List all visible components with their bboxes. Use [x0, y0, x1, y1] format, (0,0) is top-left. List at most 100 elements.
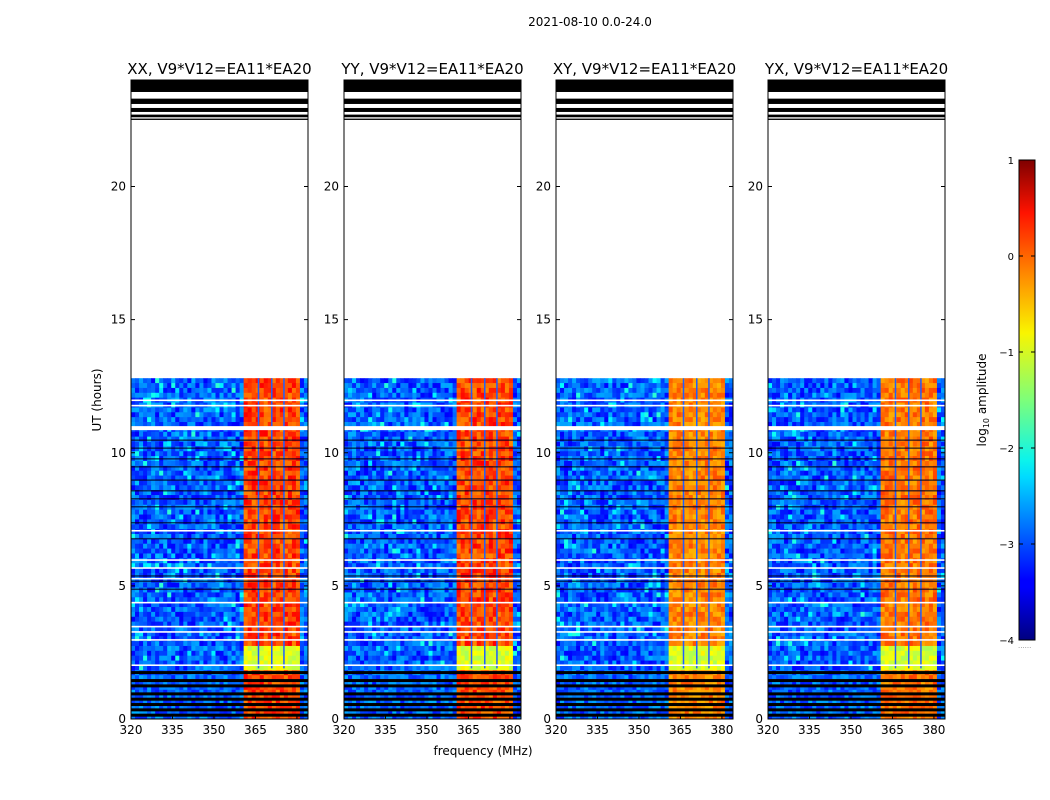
heatmap-cell	[199, 709, 204, 715]
heatmap-cell	[404, 480, 409, 486]
heatmap-cell	[211, 611, 216, 618]
heatmap-cell	[283, 470, 289, 476]
heatmap-cell	[263, 680, 269, 686]
heatmap-cell	[155, 524, 160, 530]
heatmap-cell	[151, 446, 156, 452]
heatmap-cell	[195, 602, 200, 608]
heatmap-cell	[219, 660, 224, 666]
heatmap-cell	[199, 490, 204, 496]
heatmap-cell	[488, 407, 494, 413]
heatmap-cell	[364, 563, 369, 569]
heatmap-cell	[500, 417, 506, 423]
heatmap-cell	[239, 422, 245, 428]
heatmap-cell	[271, 538, 277, 545]
heatmap-cell	[163, 592, 168, 598]
heatmap-cell	[143, 378, 148, 384]
heatmap-cell	[227, 436, 232, 442]
heatmap-cell	[171, 524, 176, 530]
heatmap-cell	[239, 616, 245, 623]
heatmap-cell	[500, 470, 506, 476]
heatmap-cell	[247, 383, 253, 389]
heatmap-cell	[384, 422, 389, 428]
heatmap-cell	[480, 392, 486, 399]
heatmap-cell	[480, 451, 486, 457]
heatmap-cell	[452, 529, 458, 535]
heatmap-cell	[400, 436, 405, 442]
heatmap-cell	[464, 548, 470, 554]
heatmap-cell	[259, 558, 265, 564]
heatmap-cell	[440, 509, 445, 515]
heatmap-cell	[267, 378, 273, 384]
heatmap-cell	[175, 538, 180, 545]
heatmap-cell	[231, 383, 236, 389]
heatmap-cell	[135, 475, 140, 481]
heatmap-cell	[175, 548, 180, 554]
heatmap-cell	[211, 553, 216, 559]
heatmap-cell	[279, 577, 285, 584]
heatmap-cell	[163, 392, 168, 399]
heatmap-cell	[432, 460, 437, 467]
heatmap-cell	[139, 582, 144, 588]
heatmap-cell	[227, 490, 232, 496]
heatmap-cell	[287, 587, 293, 593]
heatmap-cell	[279, 704, 285, 710]
heatmap-cell	[215, 543, 220, 549]
heatmap-cell	[211, 694, 216, 700]
heatmap-cell	[239, 563, 245, 569]
heatmap-cell	[159, 387, 164, 394]
heatmap-cell	[348, 387, 353, 394]
heatmap-cell	[368, 407, 373, 413]
heatmap-cell	[500, 422, 506, 428]
heatmap-cell	[135, 636, 140, 642]
heatmap-cell	[163, 650, 168, 657]
heatmap-cell	[251, 611, 257, 618]
heatmap-cell	[444, 480, 449, 486]
heatmap-cell	[139, 446, 144, 452]
heatmap-cell	[279, 509, 285, 515]
heatmap-cell	[135, 597, 140, 603]
heatmap-cell	[163, 446, 168, 452]
heatmap-cell	[175, 470, 180, 476]
heatmap-cell	[448, 563, 454, 569]
heatmap-cell	[135, 417, 140, 423]
heatmap-cell	[492, 412, 498, 418]
heatmap-cell	[512, 407, 518, 413]
heatmap-cell	[412, 548, 417, 554]
heatmap-cell	[135, 641, 140, 647]
heatmap-cell	[215, 490, 220, 496]
heatmap-cell	[480, 441, 486, 447]
heatmap-cell	[287, 592, 293, 598]
heatmap-cell	[396, 538, 401, 545]
heatmap-cell	[275, 645, 281, 652]
heatmap-cell	[287, 485, 293, 491]
heatmap-cell	[227, 460, 232, 467]
heatmap-cell	[243, 485, 249, 491]
heatmap-cell	[348, 378, 353, 384]
heatmap-cell	[191, 412, 196, 418]
heatmap-cell	[159, 631, 164, 637]
heatmap-cell	[352, 392, 357, 399]
heatmap-cell	[364, 475, 369, 481]
heatmap-cell	[279, 626, 285, 632]
heatmap-cell	[215, 538, 220, 545]
heatmap-cell	[472, 553, 478, 559]
heatmap-cell	[179, 699, 184, 705]
heatmap-cell	[199, 558, 204, 564]
heatmap-cell	[263, 514, 269, 520]
heatmap-cell	[275, 680, 281, 686]
heatmap-cell	[251, 451, 257, 457]
heatmap-cell	[384, 499, 389, 506]
heatmap-cell	[279, 470, 285, 476]
heatmap-cell	[356, 383, 361, 389]
heatmap-cell	[392, 514, 397, 520]
heatmap-cell	[299, 441, 305, 447]
heatmap-cell	[259, 684, 265, 691]
heatmap-cell	[191, 592, 196, 598]
heatmap-cell	[223, 524, 228, 530]
heatmap-cell	[155, 655, 160, 661]
heatmap-cell	[267, 407, 273, 413]
heatmap-cell	[171, 431, 176, 438]
heatmap-cell	[207, 417, 212, 423]
flagged-row	[131, 529, 308, 532]
heatmap-cell	[191, 616, 196, 623]
